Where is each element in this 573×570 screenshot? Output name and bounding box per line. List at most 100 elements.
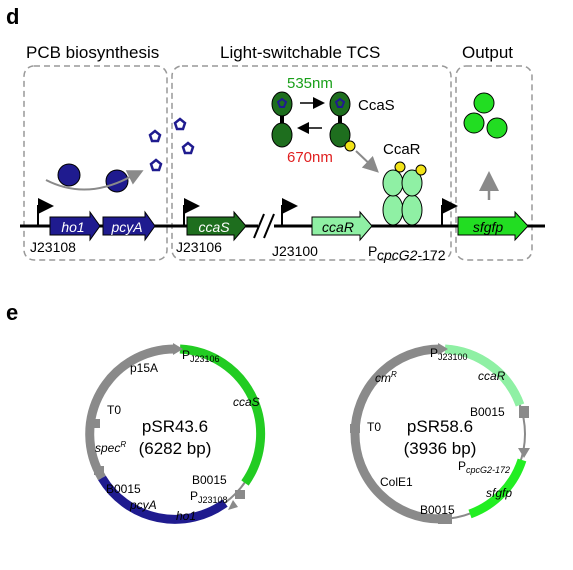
plasmid2-label-pj23100: PJ23100	[430, 346, 468, 362]
plasmid1-label-pcya: pcyA	[129, 498, 157, 512]
plasmid1-backbone-segment	[85, 344, 176, 481]
gene-sfgfp	[457, 210, 529, 242]
gene-ho1	[49, 210, 101, 242]
gene-ccas	[186, 210, 247, 242]
plasmid2-terminator-t0	[350, 424, 360, 433]
plasmid2-p-prefix-1: P	[430, 346, 438, 360]
plasmid1-spec-sup: R	[120, 440, 126, 449]
plasmid1-p-sub-2: J23108	[198, 495, 228, 505]
plasmid1-p-sub-1: J23106	[190, 354, 220, 364]
plasmid2-sfgfp-segment	[468, 458, 527, 519]
plasmid1-promoter-arrow	[173, 343, 183, 355]
plasmid1-spec-text: spec	[95, 441, 120, 455]
plasmid1-label-b0015-left: B0015	[106, 482, 141, 496]
section-title-tcs: Light-switchable TCS	[220, 43, 380, 62]
plasmid2-terminator-b0015-right	[519, 406, 529, 418]
plasmid2-cm-text: cm	[375, 371, 391, 385]
plasmid1-size: (6282 bp)	[139, 439, 212, 458]
promoter-pcpcg2-label: P	[368, 243, 377, 259]
plasmid2-promoter-arrow-2	[518, 448, 530, 458]
gene-sfgfp-label: sfgfp	[473, 219, 504, 235]
tcs-section-box	[171, 65, 452, 261]
phosphate-icon	[394, 161, 406, 173]
plasmid1-label-spec: specR	[95, 440, 126, 455]
sfgfp-protein-circle-2	[463, 112, 485, 134]
plasmid1-label-pj23106: PJ23106	[182, 348, 220, 364]
light-670nm-label: 670nm	[287, 149, 333, 166]
plasmid2-terminator-b0015-bottom	[438, 514, 452, 524]
plasmid1-terminator-t0	[90, 419, 100, 428]
plasmid2-label-b0015-bottom: B0015	[420, 503, 455, 517]
plasmid2-label-cm: cmR	[375, 370, 397, 385]
promoter-pcpcg2-sub-italic: cpcG2	[377, 247, 418, 263]
plasmid1-label-ccas: ccaS	[233, 395, 260, 409]
panel-d-letter: d	[6, 4, 19, 29]
promoter-j23100-label: J23100	[272, 243, 318, 259]
promoter-pcpcg2-sub: cpcG2-172	[377, 247, 446, 263]
promoter-pcpcg2-p: P	[368, 243, 377, 259]
plasmid2-name: pSR58.6	[407, 417, 473, 436]
dna-break-mark-1	[253, 213, 265, 239]
ccas-active-dimer	[329, 91, 356, 152]
sfgfp-protein-circle-3	[486, 117, 508, 139]
plasmid2-label-ccar: ccaR	[478, 369, 506, 383]
plasmid1-terminator-b0015-right	[235, 490, 245, 499]
phosphate-icon	[415, 164, 427, 176]
plasmid1-promoter-arrow-2	[228, 500, 238, 510]
plasmid1-label-b0015-right: B0015	[192, 473, 227, 487]
plasmid2-label-b0015-right: B0015	[470, 405, 505, 419]
plasmid1-label-pj23108: PJ23108	[190, 489, 228, 505]
gene-ccar-label: ccaR	[322, 219, 354, 235]
gene-ccas-label: ccaS	[198, 219, 230, 235]
plasmid2-label-pcpcg2: PcpcG2-172	[458, 459, 510, 475]
plasmid2-p-prefix-2: P	[458, 459, 466, 473]
gene-pcya-label: pcyA	[110, 219, 142, 235]
plasmid2-backbone-segment	[350, 344, 441, 524]
plasmid2-size: (3936 bp)	[404, 439, 477, 458]
promoter-pcpcg2-arrow	[441, 198, 458, 226]
promoter-pcpcg2-suffix: -172	[417, 247, 445, 263]
ccas-inactive-dimer	[271, 91, 293, 148]
plasmid1-label-p15a: p15A	[130, 361, 158, 375]
ccar-dimer	[382, 161, 427, 226]
plasmid-pSR43-6-map	[85, 343, 266, 524]
plasmid1-p-prefix-1: P	[182, 348, 190, 362]
plasmid2-label-cole1: ColE1	[380, 475, 413, 489]
gene-ho1-label: ho1	[61, 219, 84, 235]
plasmid2-p-sub-1: J23100	[438, 352, 468, 362]
dna-break-mark-2	[263, 213, 275, 239]
plasmid1-label-ho1: ho1	[176, 509, 196, 523]
section-title-output: Output	[462, 43, 513, 62]
plasmid1-label-t0: T0	[107, 403, 121, 417]
plasmid2-p-sub-2: cpcG2-172	[466, 465, 510, 475]
plasmid1-ccas-segment	[179, 344, 266, 486]
panel-e-letter: e	[6, 300, 18, 325]
plasmid1-name: pSR43.6	[142, 417, 208, 436]
ccas-pcb-icon	[334, 97, 346, 108]
plasmid1-terminator-b0015	[94, 466, 104, 475]
ccas-protein-label: CcaS	[358, 97, 395, 114]
biosynthesis-curve-arrow	[45, 170, 144, 191]
promoter-j23106-arrow	[183, 198, 200, 226]
phosphotransfer-arrow	[355, 150, 379, 173]
promoter-j23100-arrow	[281, 198, 298, 226]
plasmid2-label-sfgfp: sfgfp	[486, 486, 512, 500]
plasmid-pSR58-6-map	[350, 343, 530, 524]
plasmid2-cm-sup: R	[391, 370, 397, 379]
pcb-section-box	[23, 65, 168, 261]
pcb-pentagon-icon	[149, 158, 163, 172]
pcb-chromophores	[148, 117, 195, 172]
pcb-pentagon-icon	[181, 141, 195, 155]
gene-ccar	[311, 210, 373, 242]
heme-substrate-circle-1	[57, 163, 81, 187]
gene-pcya	[102, 210, 156, 242]
sfgfp-protein-circle-1	[473, 92, 495, 114]
plasmid2-ccar-segment	[444, 344, 525, 407]
plasmid1-p-prefix-2: P	[190, 489, 198, 503]
plasmid1-ho1-pcya-segment	[98, 475, 228, 524]
plasmid2-promoter-arrow	[438, 343, 448, 355]
pcb-pentagon-icon	[148, 129, 162, 143]
promoter-j23108-arrow	[37, 198, 54, 226]
promoter-j23106-label: J23106	[176, 239, 222, 255]
